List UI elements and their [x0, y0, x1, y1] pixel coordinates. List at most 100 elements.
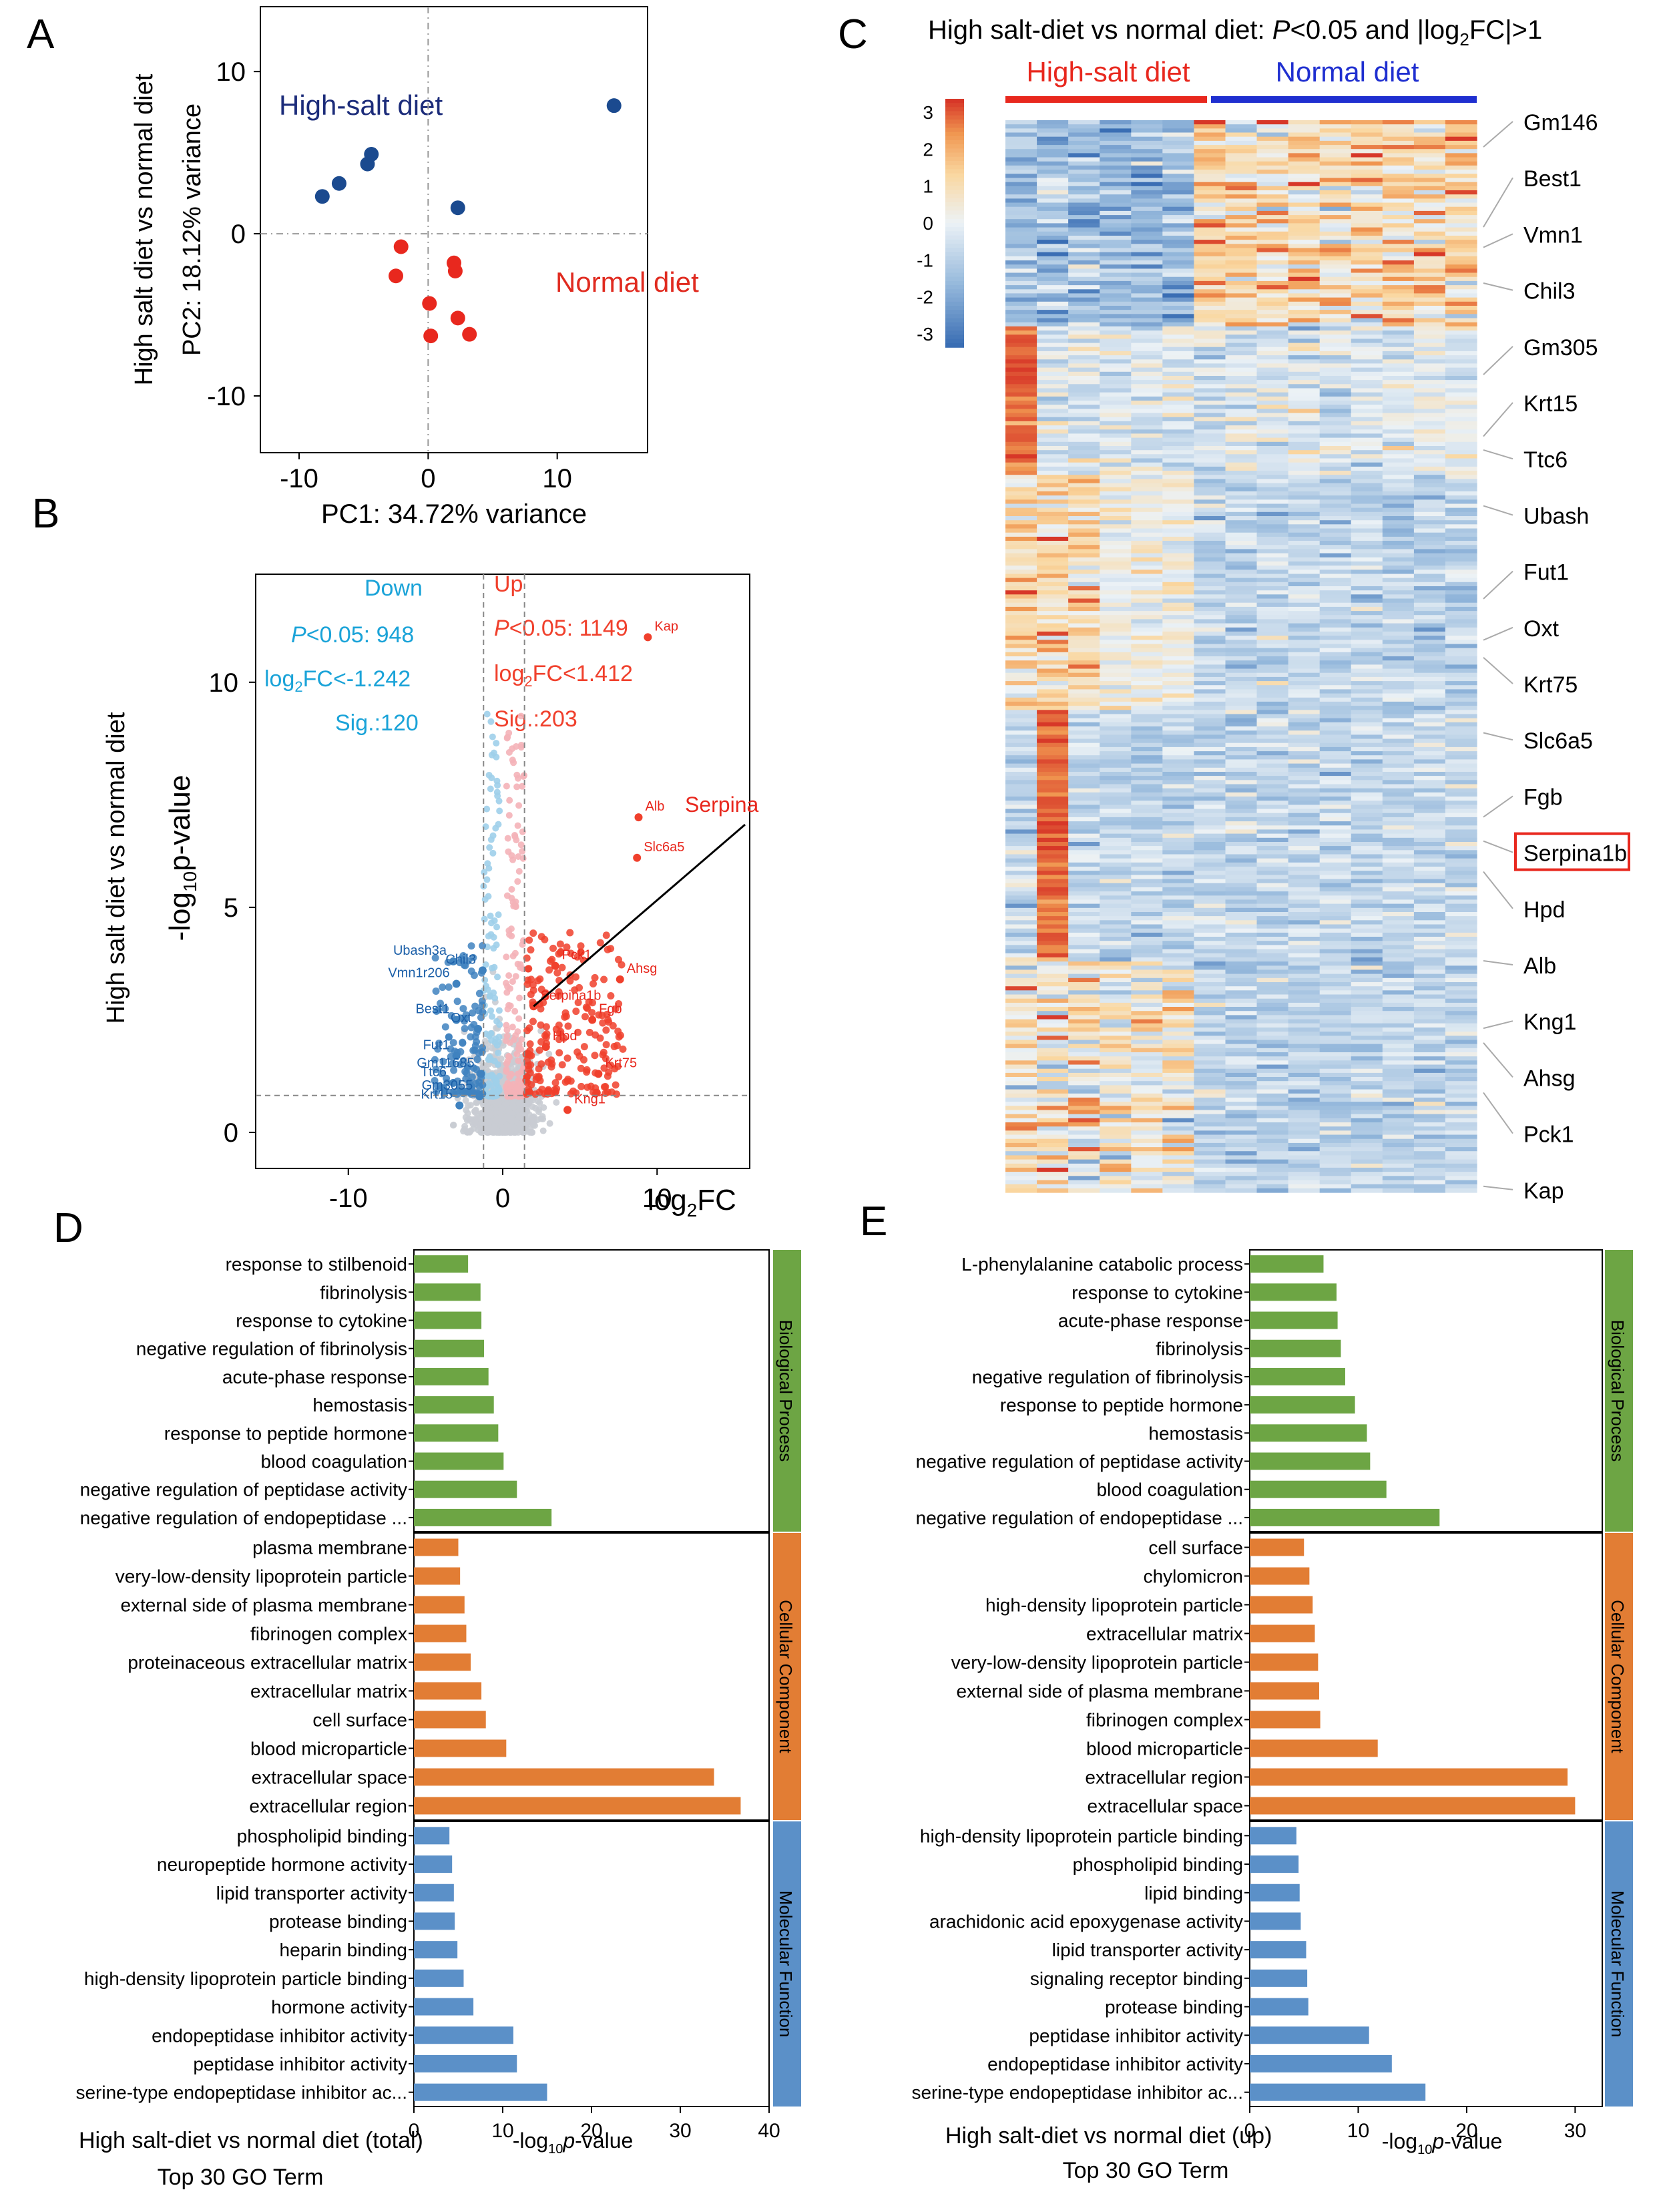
heatmap-cell	[1288, 920, 1321, 925]
heatmap-cell	[1319, 215, 1352, 220]
heatmap-cell	[1382, 499, 1415, 505]
volcano-labeled-point-up	[588, 1016, 597, 1024]
heatmap-cell	[1351, 190, 1383, 195]
heatmap-cell	[1445, 413, 1477, 418]
heatmap-cell	[1068, 202, 1100, 208]
heatmap-cell	[1225, 706, 1258, 710]
heatmap-cell	[1194, 656, 1226, 661]
heatmap-cell	[1162, 161, 1194, 166]
heatmap-cell	[1162, 788, 1194, 793]
heatmap-cell	[1037, 891, 1069, 896]
heatmap-cell	[1005, 871, 1037, 875]
heatmap-cell	[1256, 355, 1289, 360]
heatmap-cell	[1194, 986, 1226, 991]
heatmap-cell	[1068, 722, 1100, 727]
heatmap-cell	[1005, 710, 1037, 715]
volcano-point-down	[437, 1070, 445, 1078]
heatmap-cell	[1162, 566, 1194, 570]
panel-label-c: C	[838, 11, 868, 57]
heatmap-cell	[1288, 124, 1321, 129]
heatmap-cell	[1319, 652, 1352, 657]
heatmap-cell	[1351, 532, 1383, 537]
heatmap-cell	[1068, 371, 1100, 377]
heatmap-cell	[1131, 421, 1163, 426]
heatmap-cell	[1100, 801, 1132, 805]
heatmap-cell	[1382, 409, 1415, 414]
heatmap-cell	[1131, 920, 1163, 925]
heatmap-cell	[1288, 215, 1321, 220]
heatmap-cell	[1225, 570, 1258, 575]
volcano-ytick-label: 5	[224, 893, 238, 923]
heatmap-cell	[1256, 825, 1289, 831]
volcano-point-up	[604, 1016, 612, 1024]
heatmap-cell	[1194, 602, 1226, 608]
heatmap-cell	[1225, 813, 1258, 818]
volcano-point-up	[549, 944, 557, 952]
heatmap-cell	[1005, 433, 1037, 439]
heatmap-cell	[1162, 227, 1194, 232]
heatmap-cell	[1068, 862, 1100, 867]
heatmap-cell	[1351, 664, 1383, 670]
heatmap-cell	[1005, 821, 1037, 826]
heatmap-cell	[1256, 289, 1289, 294]
heatmap-cell	[1445, 124, 1477, 129]
heatmap-cell	[1351, 842, 1383, 847]
heatmap-cell	[1225, 776, 1258, 781]
heatmap-cell	[1100, 401, 1132, 405]
heatmap-cell	[1037, 268, 1069, 274]
heatmap-cell	[1382, 730, 1415, 735]
heatmap-cell	[1382, 636, 1415, 640]
heatmap-cell	[1037, 1011, 1069, 1016]
heatmap-cell	[1100, 268, 1132, 274]
heatmap-cell	[1068, 343, 1100, 348]
pca-ytick-label: 10	[216, 57, 246, 87]
heatmap-cell	[1194, 1011, 1226, 1016]
heatmap-cell	[1100, 182, 1132, 187]
heatmap-cell	[1445, 574, 1477, 579]
heatmap-cell	[1005, 371, 1037, 377]
heatmap-cell	[1319, 640, 1352, 645]
heatmap-cell	[1005, 528, 1037, 533]
heatmap-cell	[1382, 351, 1415, 356]
heatmap-cell	[1319, 891, 1352, 896]
volcano-point-down	[467, 1033, 475, 1041]
heatmap-cell	[1194, 437, 1226, 443]
volcano-point-up	[563, 1054, 571, 1062]
heatmap-cell	[1382, 797, 1415, 801]
heatmap-cell	[1319, 899, 1352, 905]
heatmap-cell	[1413, 871, 1446, 875]
heatmap-cell	[1413, 495, 1446, 500]
heatmap-cell	[1005, 322, 1037, 327]
heatmap-cell	[1225, 236, 1258, 240]
heatmap-cell	[1288, 421, 1321, 426]
heatmap-cell	[1413, 776, 1446, 781]
heatmap-cell	[1068, 301, 1100, 306]
heatmap-cell	[1037, 170, 1069, 174]
heatmap-cell	[1319, 990, 1352, 996]
heatmap-cell	[1382, 182, 1415, 187]
heatmap-cell	[1225, 339, 1258, 344]
heatmap-cell	[1382, 891, 1415, 896]
heatmap-cell	[1351, 351, 1383, 356]
heatmap-cell	[1382, 977, 1415, 983]
heatmap-cell	[1005, 846, 1037, 851]
heatmap-cell	[1005, 833, 1037, 839]
heatmap-cell	[1351, 912, 1383, 917]
heatmap-cell	[1225, 153, 1258, 158]
heatmap-cell	[1256, 833, 1289, 839]
heatmap-cell	[1382, 792, 1415, 797]
heatmap-cell	[1194, 409, 1226, 414]
heatmap-cell	[1382, 388, 1415, 393]
heatmap-cell	[1037, 280, 1069, 286]
heatmap-cell	[1413, 339, 1446, 344]
heatmap-cell	[1162, 285, 1194, 290]
heatmap-cell	[1005, 223, 1037, 228]
heatmap-cell	[1068, 652, 1100, 657]
volcano-point-up-light	[508, 885, 515, 893]
heatmap-cell	[1351, 215, 1383, 220]
heatmap-cell	[1288, 376, 1321, 381]
heatmap-cell	[1194, 792, 1226, 797]
heatmap-cell	[1194, 718, 1226, 723]
heatmap-cell	[1256, 672, 1289, 678]
heatmap-cell	[1037, 536, 1069, 541]
